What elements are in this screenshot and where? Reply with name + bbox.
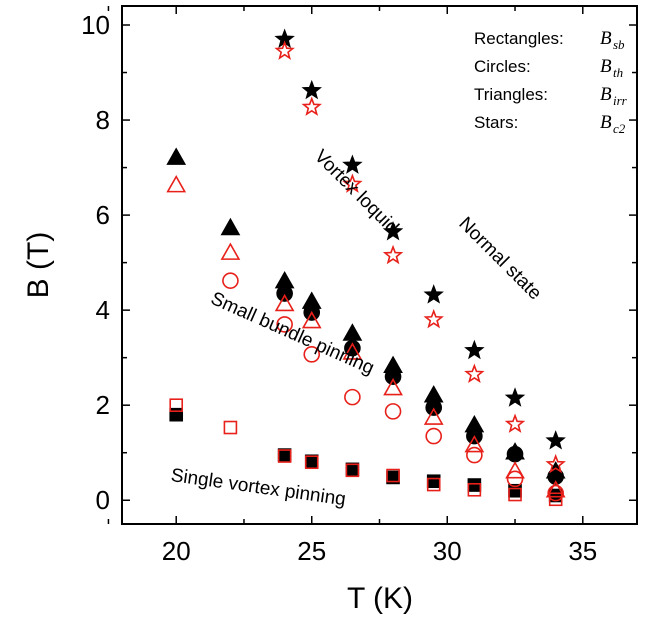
point-circle — [276, 316, 293, 333]
legend-symbol: B — [600, 112, 612, 133]
point-square — [277, 448, 292, 462]
legend-symbol: B — [600, 28, 612, 49]
point-triangle — [274, 293, 295, 312]
point-star — [504, 387, 526, 407]
y-axis-title: B (T) — [22, 232, 55, 299]
series-star-filled — [274, 28, 566, 450]
legend-label: Stars: — [474, 113, 518, 132]
point-star — [464, 363, 485, 384]
point-star — [382, 244, 404, 265]
point-square — [304, 454, 319, 469]
point-triangle — [505, 442, 525, 460]
y-tick-label: 6 — [96, 200, 110, 230]
point-triangle — [464, 434, 485, 453]
y-tick-label: 4 — [96, 295, 110, 325]
point-triangle — [342, 323, 363, 341]
point-triangle — [545, 461, 566, 479]
point-triangle — [545, 480, 566, 498]
y-tick-label: 0 — [96, 485, 110, 515]
legend-subscript: irr — [613, 93, 628, 108]
point-circle — [547, 484, 564, 502]
legend-label: Triangles: — [474, 85, 548, 104]
region-label: Single vortex pinning — [169, 465, 347, 510]
point-star — [274, 40, 295, 60]
point-square — [169, 398, 184, 412]
y-tick-label: 2 — [96, 390, 110, 420]
point-triangle — [423, 407, 444, 425]
point-triangle — [301, 291, 322, 309]
point-triangle — [274, 271, 295, 289]
legend-subscript: th — [613, 65, 623, 80]
point-square — [304, 455, 319, 470]
legend-symbol: B — [600, 56, 612, 77]
legend-subscript: sb — [613, 37, 625, 52]
series-star-open — [274, 40, 566, 474]
point-star — [301, 96, 322, 116]
point-circle — [466, 446, 483, 464]
series-triangle-filled — [166, 147, 566, 479]
point-square — [467, 478, 482, 492]
x-tick-label: 20 — [162, 536, 191, 566]
y-tick-label: 10 — [81, 10, 110, 40]
series-square-open — [169, 398, 563, 507]
point-square — [548, 492, 563, 507]
point-square — [426, 474, 441, 489]
point-square — [386, 468, 400, 483]
region-label: Vortex loquid — [310, 146, 403, 239]
point-star — [545, 430, 566, 450]
point-star — [545, 453, 566, 474]
y-tick-label: 8 — [96, 105, 110, 135]
series-triangle-open — [166, 175, 566, 498]
point-star — [382, 220, 404, 241]
axis-ticks — [107, 6, 637, 524]
point-circle — [425, 427, 443, 445]
series-circle-open — [222, 272, 564, 502]
point-triangle — [166, 175, 187, 193]
point-triangle — [166, 147, 187, 165]
point-triangle — [301, 310, 322, 329]
x-tick-label: 30 — [433, 536, 462, 566]
region-label: Normal state — [454, 213, 545, 304]
point-star — [342, 154, 363, 174]
point-circle — [344, 388, 361, 406]
legend-label: Circles: — [474, 57, 531, 76]
point-star — [301, 79, 322, 100]
x-tick-label: 25 — [297, 536, 326, 566]
point-square — [345, 463, 360, 478]
point-star — [342, 173, 363, 193]
point-triangle — [423, 385, 444, 403]
point-circle — [506, 470, 524, 488]
point-square — [508, 487, 522, 502]
point-square — [467, 482, 482, 497]
point-star — [504, 413, 526, 433]
point-triangle — [342, 342, 363, 360]
point-triangle — [383, 355, 403, 374]
point-square — [345, 462, 360, 477]
point-triangle — [383, 377, 403, 396]
point-circle — [222, 272, 239, 289]
point-square — [426, 477, 441, 492]
point-circle — [384, 403, 402, 420]
point-star — [423, 284, 444, 304]
legend-symbol: B — [600, 84, 612, 105]
point-triangle — [220, 217, 241, 236]
x-tick-label: 35 — [568, 536, 597, 566]
point-triangle — [505, 461, 525, 479]
point-star — [423, 308, 444, 329]
tick-labels: 20 25 30 35 0 2 4 6 8 10 — [81, 10, 597, 566]
legend-subscript: c2 — [613, 121, 626, 136]
point-triangle — [464, 415, 485, 433]
point-circle — [303, 346, 321, 363]
x-axis-title: T (K) — [347, 582, 413, 615]
point-triangle — [220, 242, 241, 260]
point-star — [464, 339, 485, 360]
data-points — [166, 28, 566, 507]
legend-label: Rectangles: — [474, 29, 564, 48]
point-square — [223, 420, 238, 435]
point-square — [277, 449, 292, 463]
